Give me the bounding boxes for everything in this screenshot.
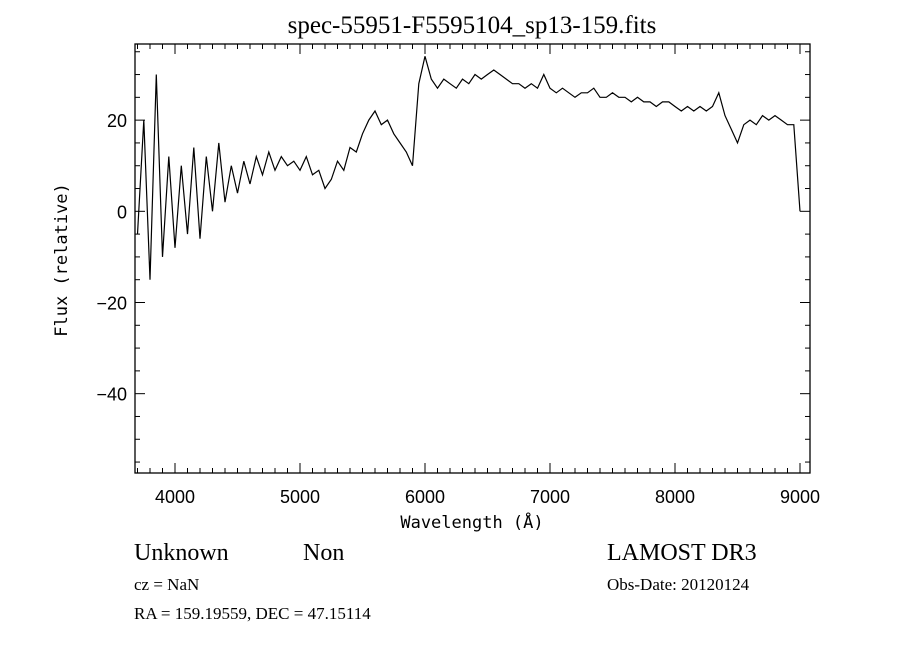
subclass-label: Non (303, 540, 344, 566)
survey-label: LAMOST DR3 (607, 540, 757, 566)
y-tick-label: −40 (96, 385, 127, 405)
chart-title: spec-55951-F5595104_sp13-159.fits (288, 12, 657, 39)
x-tick-label: 8000 (655, 487, 695, 507)
x-tick-labels: 4000 5000 6000 7000 8000 9000 (155, 487, 820, 507)
coords-label: RA = 159.19559, DEC = 47.15114 (134, 604, 371, 623)
y-tick-label: −20 (96, 293, 127, 313)
class-label: Unknown (134, 540, 229, 566)
y-axis-label: Flux (relative) (52, 183, 72, 337)
spectrum-line (136, 56, 801, 280)
y-tick-label: 20 (107, 111, 127, 131)
x-tick-label: 6000 (405, 487, 445, 507)
redshift-label: cz = NaN (134, 575, 199, 594)
x-tick-label: 9000 (780, 487, 820, 507)
axis-ticks (135, 44, 810, 473)
y-tick-labels: −40 −20 0 20 (96, 111, 127, 405)
y-tick-label: 0 (117, 202, 127, 222)
x-tick-label: 4000 (155, 487, 195, 507)
x-tick-label: 7000 (530, 487, 570, 507)
x-axis-label: Wavelength (Å) (400, 511, 543, 533)
obs-date-label: Obs-Date: 20120124 (607, 575, 750, 594)
plot-frame (134, 43, 811, 474)
x-tick-label: 5000 (280, 487, 320, 507)
